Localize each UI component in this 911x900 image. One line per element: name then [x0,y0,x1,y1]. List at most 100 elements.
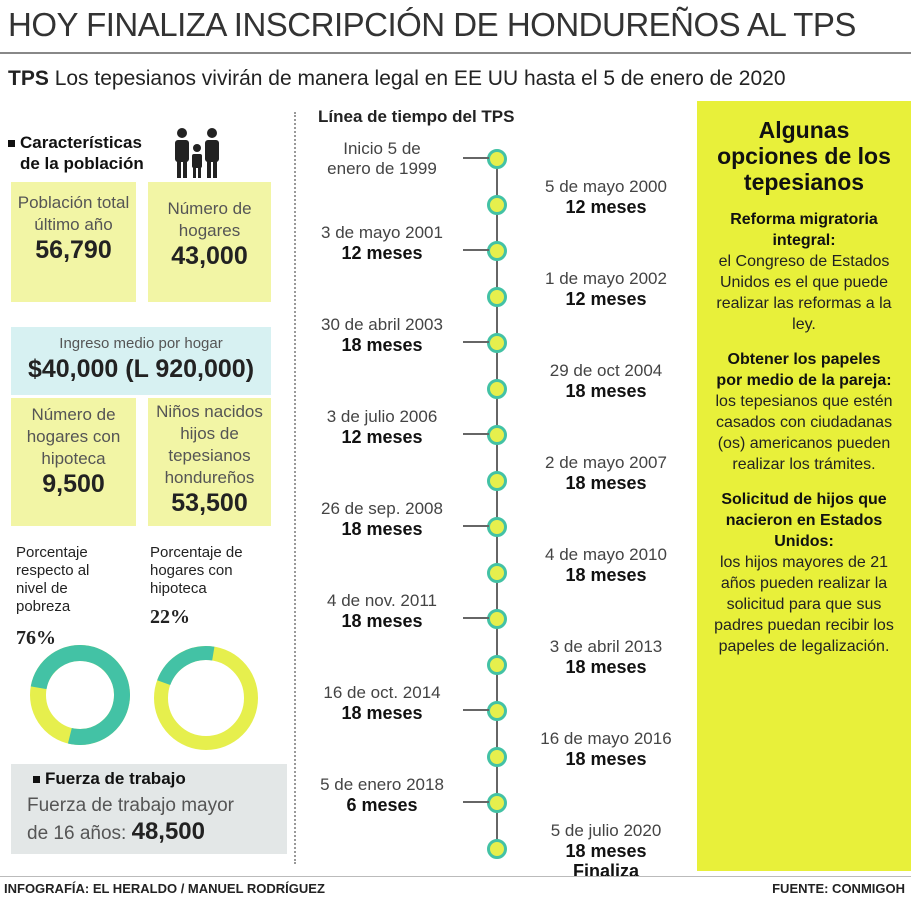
timeline-event: 5 de mayo 2000 12 meses [520,177,692,217]
fuerza-title-text: Fuerza de trabajo [45,769,186,788]
hogares-box: Número de hogares 43,000 [148,182,271,302]
timeline-event: 26 de sep. 2008 18 meses [300,499,464,539]
panel-item-heading: Solicitud de hijos que nacieron en Estad… [721,491,887,550]
timeline-date: 30 de abril 2003 [321,315,443,334]
timeline-duration: 18 meses [565,381,647,401]
timeline-duration: 12 meses [341,427,423,447]
options-panel: Algunas opciones de los tepesianos Refor… [697,101,911,871]
footer-rule [0,876,911,877]
panel-item-text: los hijos mayores de 21 años pueden real… [714,554,894,655]
hipoteca-donut-fill [154,646,258,750]
hogares-value: 43,000 [171,242,248,270]
timeline-event: 2 de mayo 2007 18 meses [520,453,692,493]
timeline-date: 4 de mayo 2010 [545,545,667,564]
panel-item-text: los tepesianos que estén casados con ciu… [715,393,893,473]
timeline-event: 16 de oct. 2014 18 meses [300,683,464,723]
section-title-line2: de la población [20,154,144,173]
timeline-date: 3 de mayo 2001 [321,223,443,242]
timeline-event: 3 de julio 2006 12 meses [300,407,464,447]
timeline-dot [487,287,507,307]
headline: HOY FINALIZA INSCRIPCIÓN DE HONDUREÑOS A… [8,6,856,43]
timeline-date: 3 de julio 2006 [326,407,438,426]
panel-items: Reforma migratoria integral: el Congreso … [697,209,911,657]
timeline-event: 30 de abril 2003 18 meses [300,315,464,355]
timeline-event: 3 de abril 2013 18 meses [520,637,692,677]
timeline-duration: 18 meses [565,841,647,861]
timeline-dot [487,425,507,445]
timeline-dot [487,333,507,353]
timeline-date: 16 de oct. 2014 [323,683,441,702]
pobreza-value: 76% [16,627,56,649]
timeline-extra: Finaliza [572,861,639,881]
timeline-dot [487,609,507,629]
timeline-date: 29 de oct 2004 [549,361,663,380]
bullet-icon [33,776,40,784]
timeline-dot [487,563,507,583]
headline-rule [0,52,911,54]
timeline-date: 2 de mayo 2007 [545,453,667,472]
timeline-date: 1 de mayo 2002 [545,269,667,288]
hipoteca-donut [154,646,258,750]
timeline-event: 16 de mayo 2016 18 meses [520,729,692,769]
timeline-duration: 18 meses [565,473,647,493]
hipoteca-label: Número de hogares con hipoteca [26,405,121,468]
footer-credit: INFOGRAFÍA: EL HERALDO / MANUEL RODRÍGUE… [4,881,325,896]
subtitle: TPS Los tepesianos vivirán de manera leg… [8,67,786,91]
footer-source: FUENTE: CONMIGOH [772,881,905,896]
timeline-event: 4 de mayo 2010 18 meses [520,545,692,585]
timeline-event: 3 de mayo 2001 12 meses [300,223,464,263]
ninos-value: 53,500 [171,489,248,517]
ninos-box: Niños nacidos hijos de tepesianos hondur… [148,398,271,526]
ingreso-value: $40,000 (L 920,000) [27,355,255,383]
timeline-tick [463,433,489,435]
timeline-dot [487,241,507,261]
timeline-title: Línea de tiempo del TPS [318,107,515,126]
timeline-event: 4 de nov. 2011 18 meses [300,591,464,631]
timeline-dot [487,379,507,399]
timeline-date: 5 de enero 2018 [320,775,444,794]
timeline-duration: 18 meses [341,611,423,631]
timeline-date: 5 de julio 2020 [550,821,662,840]
timeline-duration: 18 meses [341,519,423,539]
timeline-tick [463,157,489,159]
fuerza-title: Fuerza de trabajo [33,768,287,789]
timeline-duration: 12 meses [341,243,423,263]
timeline-dot [487,655,507,675]
timeline-dot [487,793,507,813]
timeline-duration: 6 meses [346,795,418,815]
hipoteca-box: Número de hogares con hipoteca 9,500 [11,398,136,526]
panel-title: Algunas opciones de los tepesianos [717,117,891,195]
timeline-tick [463,709,489,711]
timeline-date: 16 de mayo 2016 [540,729,672,748]
timeline-duration: 12 meses [565,197,647,217]
timeline-tick [463,801,489,803]
timeline-date: Inicio 5 de enero de 1999 [327,139,437,178]
subtitle-lead: TPS [8,67,49,90]
timeline-dot [487,195,507,215]
hipoteca-value: 9,500 [42,470,105,498]
timeline-date: 5 de mayo 2000 [545,177,667,196]
hogares-label: Número de hogares [167,199,252,240]
timeline-duration: 18 meses [341,335,423,355]
timeline-tick [463,617,489,619]
timeline-duration: 18 meses [565,657,647,677]
timeline-dot [487,471,507,491]
timeline-event: 5 de julio 2020 18 meses Finaliza [520,821,692,881]
pct-hipoteca-value: 22% [150,606,190,628]
timeline-tick [463,249,489,251]
panel-item-heading: Reforma migratoria integral: [730,211,878,249]
timeline-event: Inicio 5 de enero de 1999 [300,139,464,179]
pct-hipoteca-label: Porcentaje de hogares con hipoteca [150,544,243,597]
panel-item-text: el Congreso de Estados Unidos es el que … [716,253,892,333]
timeline-dot [487,149,507,169]
family-icon [175,128,219,178]
timeline-duration: 18 meses [565,565,647,585]
timeline-event: 5 de enero 2018 6 meses [300,775,464,815]
ingreso-box: Ingreso medio por hogar $40,000 (L 920,0… [11,327,271,395]
poblacion-value: 56,790 [35,236,112,264]
timeline-tick [463,341,489,343]
poblacion-label: Población total último año [17,193,130,234]
section-title: Características de la población [8,132,144,174]
timeline-event: 1 de mayo 2002 12 meses [520,269,692,309]
panel-item-heading: Obtener los papeles por medio de la pare… [716,351,892,389]
